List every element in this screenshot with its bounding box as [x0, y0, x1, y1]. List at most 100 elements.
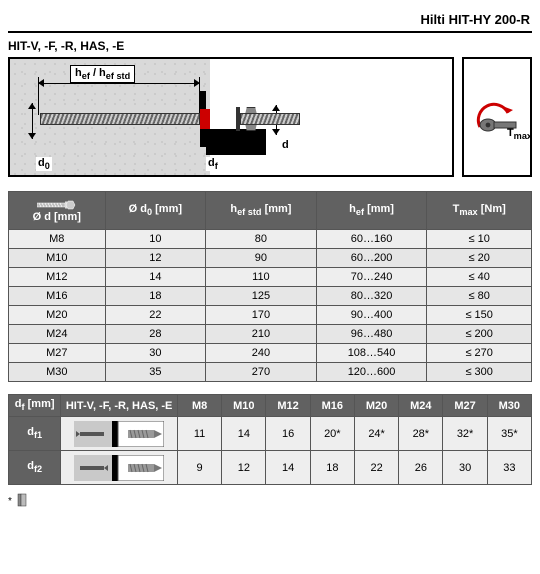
table-cell: M12	[9, 268, 106, 287]
table-cell: 11	[177, 417, 221, 451]
anchor-diagram: hef / hef std d0 df d	[8, 57, 454, 177]
drill-hole-table: df [mm] HIT-V, -F, -R, HAS, -E M8 M10 M1…	[8, 394, 532, 485]
table-cell: 9	[177, 451, 221, 485]
table-cell: 30	[105, 344, 206, 363]
table-cell: M8	[9, 230, 106, 249]
table-cell: M27	[9, 344, 106, 363]
table-cell: 110	[206, 268, 317, 287]
col-anchor-type: HIT-V, -F, -R, HAS, -E	[61, 395, 178, 417]
col-tmax: Tmax [Nm]	[427, 192, 532, 230]
table-cell: 170	[206, 306, 317, 325]
table-cell: 12	[222, 451, 266, 485]
table-cell: ≤ 200	[427, 325, 532, 344]
table-cell: 96…480	[316, 325, 427, 344]
table-cell: 14	[266, 451, 310, 485]
table-cell: ≤ 270	[427, 344, 532, 363]
table-row: M121411070…240≤ 40	[9, 268, 532, 287]
dim-arrow-d0	[32, 103, 33, 139]
dim-hef: hef / hef std	[70, 65, 135, 83]
anchor-collar	[200, 109, 210, 129]
table-cell: 60…160	[316, 230, 427, 249]
table-cell: 270	[206, 363, 317, 382]
table-cell: 30	[443, 451, 487, 485]
col-hefstd: hef std [mm]	[206, 192, 317, 230]
row-label: df1	[9, 417, 61, 451]
anchor-body	[40, 109, 300, 129]
table-cell: 90	[206, 249, 317, 268]
table-cell: 12	[105, 249, 206, 268]
table-cell: M30	[9, 363, 106, 382]
collar-icon	[15, 493, 29, 510]
tmax-diagram: Tmax	[462, 57, 532, 177]
table-cell: 33	[487, 451, 531, 485]
drill-direction-icon	[61, 417, 178, 451]
main-data-table: Ø d [mm] Ø d0 [mm] hef std [mm] hef [mm]…	[8, 191, 532, 382]
col-m30: M30	[487, 395, 531, 417]
dim-d: d	[280, 139, 291, 151]
col-hef: hef [mm]	[316, 192, 427, 230]
table-cell: 120…600	[316, 363, 427, 382]
col-m16: M16	[310, 395, 354, 417]
drill-direction-icon	[61, 451, 178, 485]
table-cell: 70…240	[316, 268, 427, 287]
footnote-marker: *	[8, 496, 12, 507]
page-title: Hilti HIT-HY 200-R	[8, 8, 532, 31]
table-cell: 22	[354, 451, 398, 485]
col-m12: M12	[266, 395, 310, 417]
col-m27: M27	[443, 395, 487, 417]
col-m20: M20	[354, 395, 398, 417]
table-row: M10129060…200≤ 20	[9, 249, 532, 268]
row-label: df2	[9, 451, 61, 485]
col-m8: M8	[177, 395, 221, 417]
table-cell: 80	[206, 230, 317, 249]
table-cell: 14	[222, 417, 266, 451]
table-cell: 24*	[354, 417, 398, 451]
table-row: M8108060…160≤ 10	[9, 230, 532, 249]
col-m10: M10	[222, 395, 266, 417]
table-cell: 32*	[443, 417, 487, 451]
table-cell: ≤ 150	[427, 306, 532, 325]
tmax-label: Tmax	[507, 127, 532, 141]
table-cell: 80…320	[316, 287, 427, 306]
table2-header-row: df [mm] HIT-V, -F, -R, HAS, -E M8 M10 M1…	[9, 395, 532, 417]
table-row: M3035270120…600≤ 300	[9, 363, 532, 382]
table-cell: 35	[105, 363, 206, 382]
fixture-bracket	[206, 129, 266, 155]
table-row: M2730240108…540≤ 270	[9, 344, 532, 363]
table-row: M202217090…400≤ 150	[9, 306, 532, 325]
table-cell: 240	[206, 344, 317, 363]
table-cell: 35*	[487, 417, 531, 451]
col-m24: M24	[399, 395, 443, 417]
table-cell: M10	[9, 249, 106, 268]
table-cell: 60…200	[316, 249, 427, 268]
table-row: M161812580…320≤ 80	[9, 287, 532, 306]
bolt-icon	[37, 200, 77, 210]
table-header-row: Ø d [mm] Ø d0 [mm] hef std [mm] hef [mm]…	[9, 192, 532, 230]
col-d: Ø d [mm]	[9, 192, 106, 230]
table-cell: 16	[266, 417, 310, 451]
table-cell: M16	[9, 287, 106, 306]
table-cell: 18	[310, 451, 354, 485]
anchor-threads-exposed	[240, 113, 300, 125]
table-row: df111141620*24*28*32*35*	[9, 417, 532, 451]
diagram-row: hef / hef std d0 df d Tmax	[8, 57, 532, 177]
col-d0: Ø d0 [mm]	[105, 192, 206, 230]
table-cell: ≤ 10	[427, 230, 532, 249]
dim-d0: d0	[36, 157, 52, 171]
table-cell: ≤ 300	[427, 363, 532, 382]
table-cell: ≤ 40	[427, 268, 532, 287]
table-cell: M20	[9, 306, 106, 325]
table-cell: ≤ 80	[427, 287, 532, 306]
anchor-threads-embedded	[40, 113, 200, 125]
table-cell: 18	[105, 287, 206, 306]
table-cell: 108…540	[316, 344, 427, 363]
footnote: *	[8, 493, 532, 510]
dim-df: df	[206, 157, 220, 171]
table-row: df2 912141822263033	[9, 451, 532, 485]
table-cell: 10	[105, 230, 206, 249]
table-cell: 125	[206, 287, 317, 306]
table-cell: 22	[105, 306, 206, 325]
table-cell: 90…400	[316, 306, 427, 325]
table-cell: 26	[399, 451, 443, 485]
col-df: df [mm]	[9, 395, 61, 417]
